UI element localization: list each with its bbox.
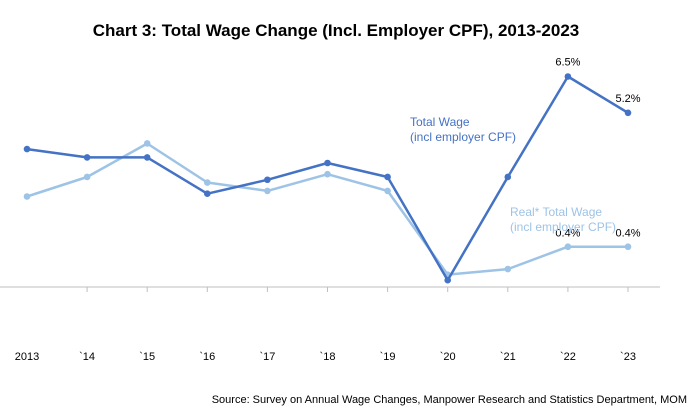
- real-total-wage-point: [564, 243, 572, 251]
- total-wage-point: [143, 154, 151, 161]
- real-total-wage-point: [143, 140, 151, 147]
- x-tick-label: `20: [440, 351, 456, 363]
- x-tick-label: `19: [380, 351, 396, 363]
- real-total-wage-point: [204, 179, 211, 186]
- total-wage-point: [504, 173, 512, 181]
- real-total-wage-point: [324, 170, 331, 178]
- total-wage-point: [384, 173, 391, 181]
- x-tick-label: `15: [139, 351, 155, 363]
- x-tick-label: `17: [259, 351, 275, 363]
- total-wage-point: [444, 276, 452, 284]
- total-wage-point: [564, 73, 572, 80]
- total-wage-point: [204, 190, 211, 198]
- x-tick-label: `23: [620, 351, 636, 363]
- real-total-wage-series-label-line2: (incl employer CPF): [510, 220, 616, 234]
- real-total-wage-point: [83, 173, 91, 181]
- total-wage-data-label: 5.2%: [615, 93, 640, 105]
- total-wage-line: [26, 75, 629, 282]
- total-wage-point: [83, 154, 91, 161]
- total-wage-point: [264, 176, 271, 184]
- x-tick-label: `18: [320, 351, 336, 363]
- x-tick-label: `21: [500, 351, 516, 363]
- total-wage-point: [23, 145, 31, 153]
- real-total-wage-point: [264, 187, 271, 195]
- source-note: Source: Survey on Annual Wage Changes, M…: [212, 394, 687, 406]
- real-total-wage-point: [23, 193, 31, 200]
- real-total-wage-data-label: 0.4%: [615, 228, 640, 240]
- x-tick-label: `22: [560, 351, 576, 363]
- x-tick-label: `14: [79, 351, 95, 363]
- total-wage-point: [624, 109, 632, 117]
- real-total-wage-point: [384, 187, 391, 195]
- real-total-wage-data-label: 0.4%: [555, 228, 580, 240]
- chart-title: Chart 3: Total Wage Change (Incl. Employ…: [93, 21, 580, 40]
- total-wage-series-label-line2: (incl employer CPF): [410, 130, 516, 144]
- total-wage-point: [324, 159, 331, 167]
- x-tick-label: `16: [199, 351, 215, 363]
- real-total-wage-series-label: Real* Total Wage: [510, 205, 602, 219]
- x-tick-label: 2013: [15, 351, 39, 363]
- total-wage-data-label: 6.5%: [555, 56, 580, 68]
- real-total-wage-point: [504, 265, 512, 273]
- total-wage-series-label: Total Wage: [410, 115, 470, 129]
- real-total-wage-point: [624, 243, 632, 251]
